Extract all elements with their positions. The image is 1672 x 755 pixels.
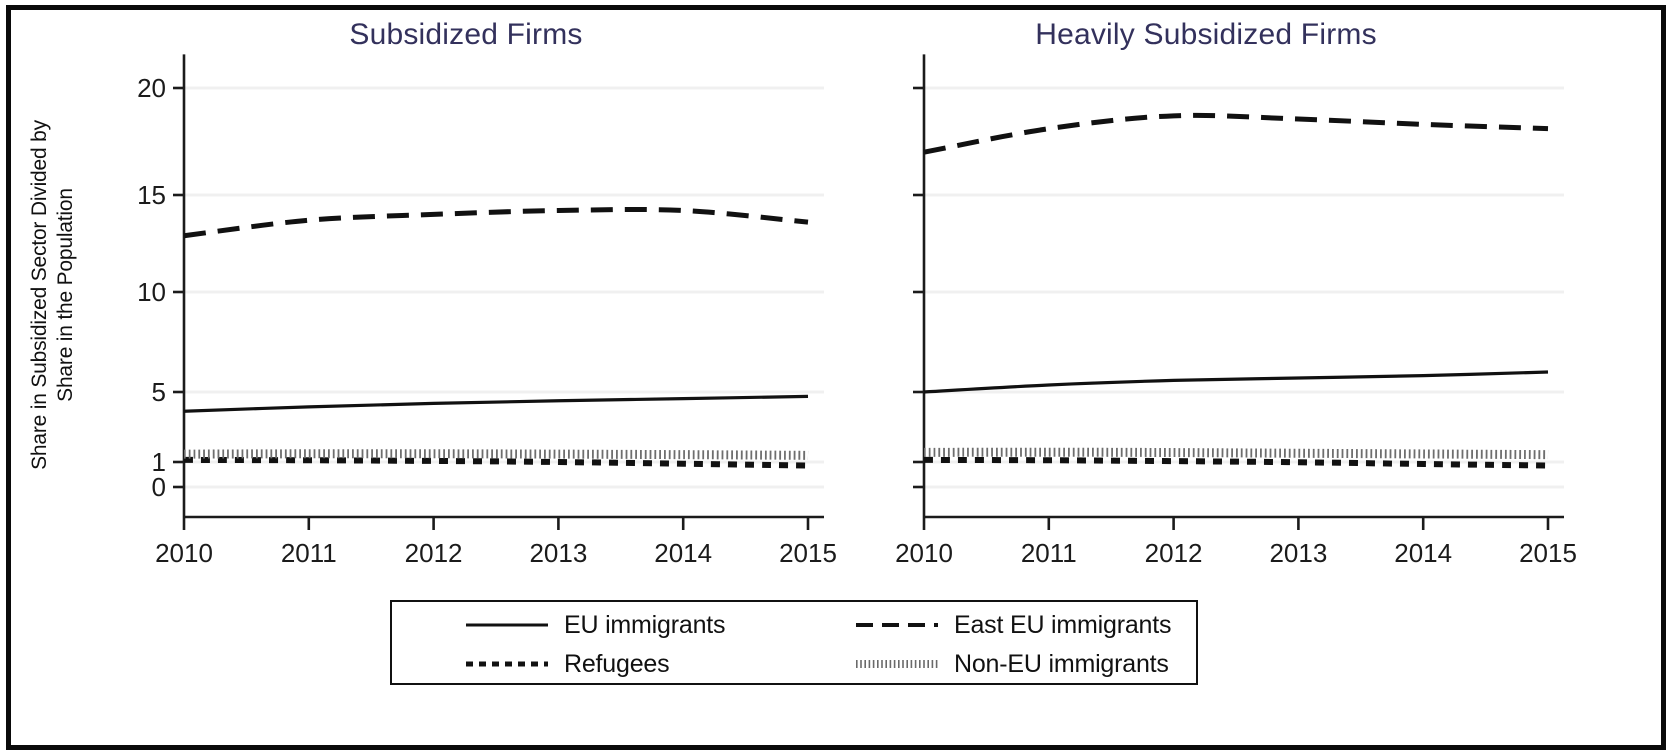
y-axis-tick-label: 0 xyxy=(152,472,166,502)
x-axis-tick-label: 2010 xyxy=(155,538,213,568)
y-axis-tick-label: 5 xyxy=(152,377,166,407)
y-axis-label: Share in Subsidized Sector Divided by Sh… xyxy=(14,60,77,530)
y-axis-tick-label: 1 xyxy=(152,447,166,477)
x-axis-tick-label: 2015 xyxy=(1519,538,1576,568)
figure-inner-border xyxy=(11,10,1661,745)
solid-line-swatch xyxy=(466,623,548,627)
legend-item-refugees: Refugees xyxy=(392,650,792,679)
legend-item-non-eu-immigrants: Non-EU immigrants xyxy=(792,650,1192,679)
plot-area-right: 2010 2011 2012 2013 2014 2015 xyxy=(895,54,1576,568)
x-axis-tick-label: 2012 xyxy=(1145,538,1203,568)
series-line xyxy=(183,449,809,460)
series-line xyxy=(923,370,1549,394)
series-line xyxy=(923,456,1549,469)
y-axis-label-line2: Share in the Population xyxy=(54,188,77,402)
dotted-line-swatch xyxy=(466,661,548,667)
panel-heavily-subsidized-firms: Heavily Subsidized Firms 2010 2011 2012 201… xyxy=(836,0,1576,600)
series-line xyxy=(923,112,1549,155)
legend-item-east-eu-immigrants: East EU immigrants xyxy=(792,611,1192,640)
fine-dotted-line-swatch xyxy=(856,660,938,668)
x-axis-tick-label: 2012 xyxy=(405,538,463,568)
x-axis-tick-label: 2014 xyxy=(654,538,712,568)
series-line xyxy=(183,206,809,239)
x-axis-tick-label: 2011 xyxy=(1021,538,1077,568)
y-axis-tick-label: 20 xyxy=(137,73,166,103)
x-axis-tick-label: 2015 xyxy=(779,538,836,568)
legend-row-1: EU immigrants East EU immigrants xyxy=(392,604,1196,646)
x-axis-tick-label: 2010 xyxy=(895,538,953,568)
x-axis-tick-label: 2013 xyxy=(1269,538,1327,568)
dashed-line-swatch xyxy=(856,623,938,627)
legend-label-refugees: Refugees xyxy=(564,649,670,678)
series-line xyxy=(183,394,809,413)
legend-label-eu-immigrants: EU immigrants xyxy=(564,610,726,639)
series-line xyxy=(183,456,809,469)
legend-label-east-eu-immigrants: East EU immigrants xyxy=(954,610,1172,639)
legend: EU immigrants East EU immigrants Refugee… xyxy=(390,600,1198,685)
x-axis-tick-label: 2011 xyxy=(281,538,337,568)
x-axis-tick-label: 2013 xyxy=(529,538,587,568)
legend-item-eu-immigrants: EU immigrants xyxy=(392,611,792,640)
panel-subsidized-firms: Subsidized Firms 0 1 5 10 15 20 2010 2011 2012 20… xyxy=(96,0,836,600)
x-axis-tick-label: 2014 xyxy=(1394,538,1452,568)
y-axis-tick-label: 15 xyxy=(137,180,166,210)
panel-title-left: Subsidized Firms xyxy=(349,18,583,51)
legend-row-2: Refugees Non-EU immigrants xyxy=(392,643,1196,685)
panel-title-right: Heavily Subsidized Firms xyxy=(1035,18,1377,51)
legend-label-non-eu-immigrants: Non-EU immigrants xyxy=(954,649,1169,678)
y-axis-tick-label: 10 xyxy=(137,277,166,307)
y-axis-label-line1: Share in Subsidized Sector Divided by xyxy=(28,120,51,470)
series-line xyxy=(923,447,1549,460)
